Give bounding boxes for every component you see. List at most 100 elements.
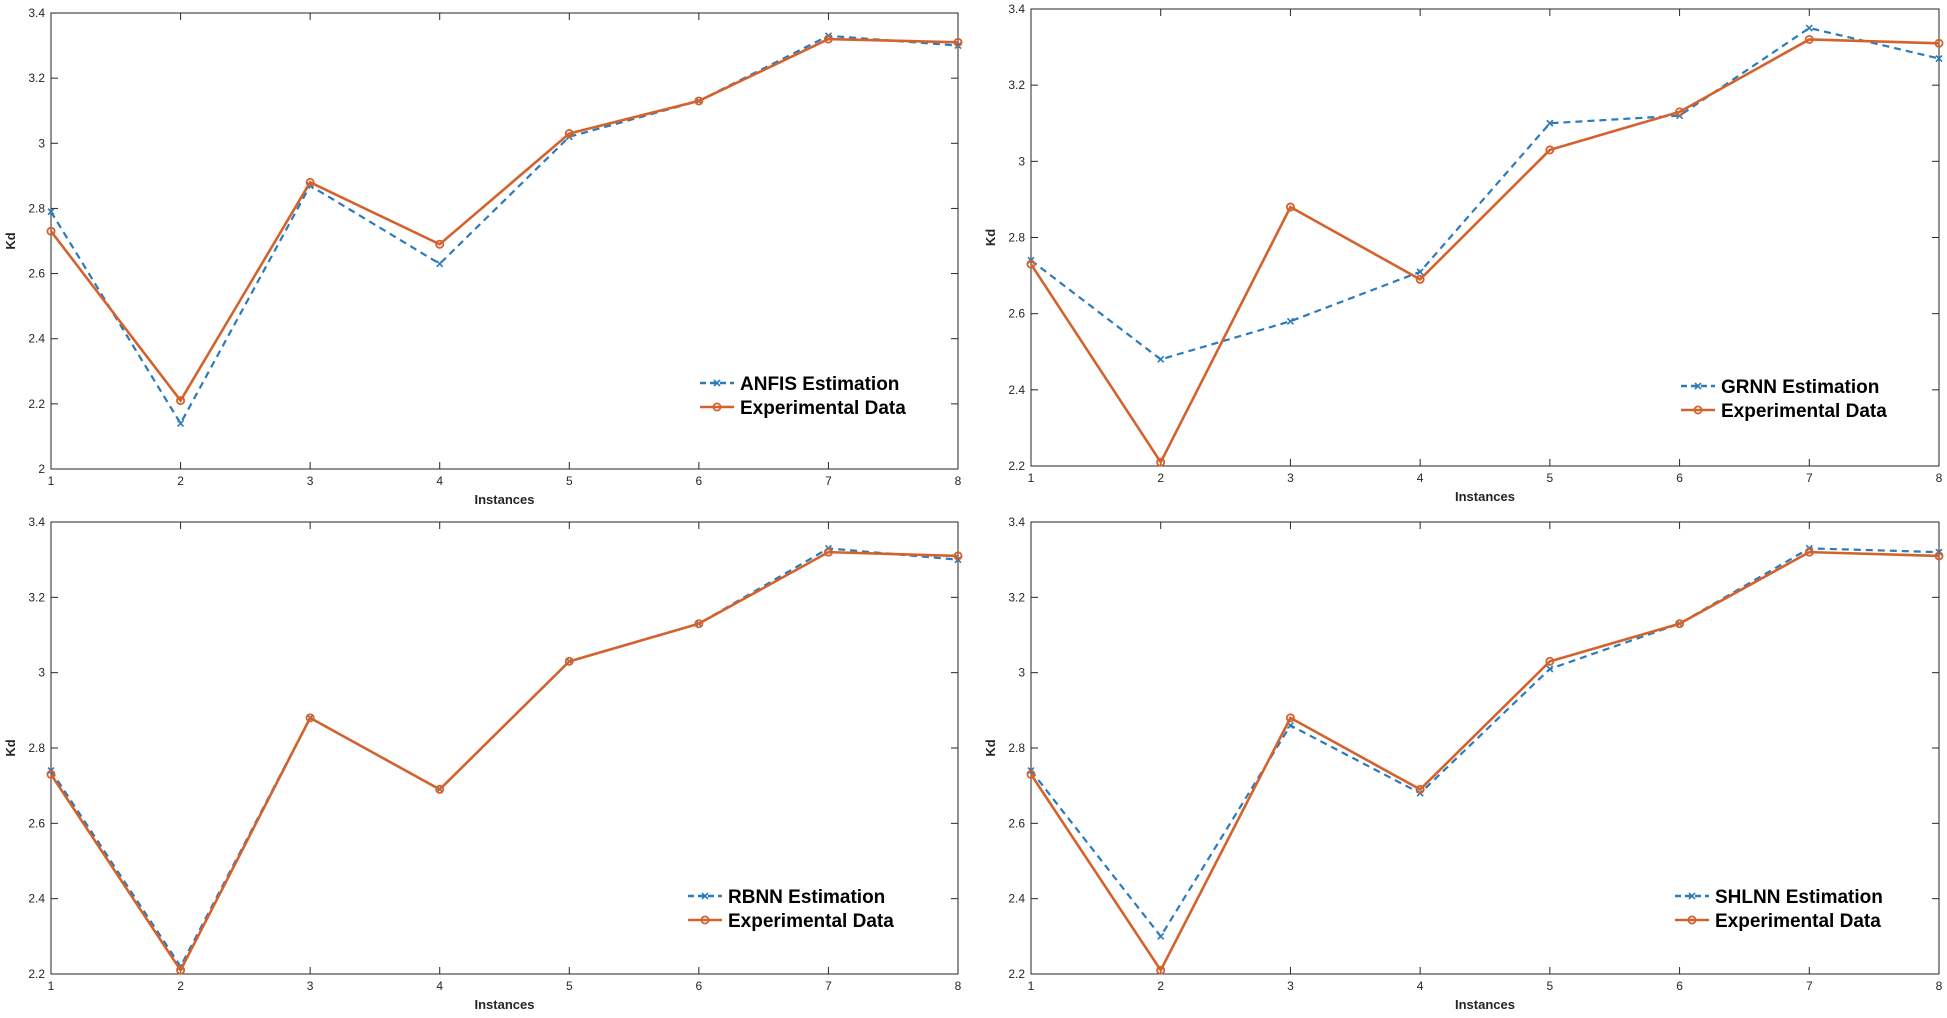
legend-marker	[713, 379, 721, 387]
series-line-1	[50, 34, 959, 426]
x-tick-label: 7	[825, 979, 832, 993]
data-point-experimental	[694, 96, 704, 106]
x-tick-label: 7	[1806, 471, 1813, 485]
data-point-experimental	[564, 129, 574, 139]
data-point-estimation	[47, 208, 55, 216]
y-axis-title: Kd	[983, 739, 998, 756]
data-point-experimental	[1156, 965, 1166, 975]
x-tick-label: 2	[1157, 979, 1164, 993]
x-tick-label: 1	[48, 979, 55, 993]
y-tick-label: 3.4	[1008, 515, 1025, 529]
data-point-experimental	[564, 656, 574, 666]
series-line-1	[1030, 547, 1940, 939]
data-point-experimental	[1285, 713, 1295, 723]
plot-frame	[50, 521, 959, 975]
y-axis-title: Kd	[983, 229, 998, 246]
x-tick-label: 4	[1417, 979, 1424, 993]
y-tick-label: 2.8	[1008, 741, 1025, 755]
y-tick-label: 3.4	[28, 515, 45, 529]
data-point-estimation	[1416, 268, 1424, 276]
x-tick-label: 3	[307, 979, 314, 993]
y-tick-label: 2.4	[28, 332, 45, 346]
data-point-experimental	[435, 784, 445, 794]
y-tick-label: 2.4	[28, 892, 45, 906]
marker-stroke	[1157, 355, 1165, 363]
marker-stroke	[1286, 721, 1294, 729]
y-tick-label: 2.4	[1008, 383, 1025, 397]
x-tick-label: 7	[1806, 979, 1813, 993]
y-tick-label: 2.8	[28, 741, 45, 755]
chart-panel-1: 1 2 3 4 5 6 7 822.22.42.62.833.23.4InstancesKdA…	[3, 6, 963, 507]
y-tick-label: 3.4	[28, 6, 45, 20]
legend: SHLNN Estimation Experimental Data	[1675, 887, 1883, 932]
data-point-estimation	[1157, 355, 1165, 363]
series-line-2	[49, 550, 959, 973]
data-point-experimental	[1026, 769, 1036, 779]
data-point-experimental	[694, 619, 704, 629]
x-tick-label: 2	[177, 979, 184, 993]
data-point-experimental	[176, 396, 186, 406]
data-point-experimental	[1675, 619, 1685, 629]
legend-label-2: Experimental Data	[728, 911, 894, 932]
data-point-experimental	[1545, 656, 1555, 666]
data-point-experimental	[46, 769, 56, 779]
legend-marker	[1694, 382, 1702, 390]
legend-label-2: Experimental Data	[740, 398, 906, 419]
chart-panel-4: 1 2 3 4 5 6 7 8 2.2 2.4 2.6 2.8 3 3.2 3.4 Instances Kd SH…	[983, 515, 1944, 1012]
legend-label-1: SHLNN Estimation	[1715, 887, 1883, 908]
y-axis-title: Kd	[3, 739, 18, 756]
data-point-experimental	[305, 713, 315, 723]
y-tick-label: 3	[1018, 666, 1025, 680]
data-point-experimental	[823, 547, 833, 557]
y-tick-label: 3	[1018, 154, 1025, 168]
y-tick-label: 3.2	[1008, 590, 1025, 604]
x-tick-label: 8	[955, 474, 962, 488]
data-point-experimental	[953, 551, 963, 561]
series-line-2	[49, 37, 959, 403]
x-axis-title: Instances	[475, 997, 535, 1012]
y-tick-label: 2.2	[28, 397, 45, 411]
data-point-experimental	[1026, 259, 1036, 269]
data-point-estimation	[1805, 24, 1813, 32]
data-point-experimental	[1804, 34, 1814, 44]
y-tick-label: 2.8	[28, 201, 45, 215]
data-point-experimental	[1285, 202, 1295, 212]
chart-panel-3: 1 2 3 4 5 6 7 8 2.2 2.4 2.6 2.8 3 3.2 3.4 Instances Kd RB…	[3, 515, 963, 1012]
data-point-estimation	[1546, 119, 1554, 127]
x-tick-label: 6	[696, 474, 703, 488]
x-tick-label: 8	[1936, 979, 1943, 993]
series-line-1	[1030, 26, 1940, 361]
y-axis-title: Kd	[3, 232, 18, 249]
marker-stroke	[1546, 665, 1554, 673]
x-tick-label: 8	[1936, 471, 1943, 485]
legend-marker	[1687, 915, 1697, 925]
x-tick-label: 5	[566, 474, 573, 488]
data-point-experimental	[1415, 784, 1425, 794]
marker-stroke	[436, 260, 444, 268]
series-line-2	[1029, 38, 1940, 465]
x-tick-label: 4	[436, 474, 443, 488]
series-line-2	[1029, 550, 1940, 973]
y-tick-label: 2.2	[1008, 967, 1025, 981]
data-point-experimental	[953, 37, 963, 47]
marker-stroke	[1935, 54, 1943, 63]
plot-frame	[50, 12, 959, 470]
y-tick-label: 2.6	[28, 267, 45, 281]
data-point-experimental	[1675, 107, 1685, 117]
x-tick-label: 4	[436, 979, 443, 993]
y-tick-label: 3.2	[28, 590, 45, 604]
x-tick-label: 6	[1676, 471, 1683, 485]
legend-label-2: Experimental Data	[1721, 401, 1887, 422]
data-point-experimental	[1804, 547, 1814, 557]
y-tick-label: 2.6	[1008, 816, 1025, 830]
y-tick-label: 2.6	[1008, 307, 1025, 321]
data-point-experimental	[1415, 274, 1425, 284]
y-tick-label: 3.4	[1008, 2, 1025, 16]
data-point-estimation	[1935, 54, 1943, 63]
marker-stroke	[1546, 119, 1554, 127]
data-point-estimation	[436, 260, 444, 268]
marker-stroke	[1286, 317, 1294, 325]
x-tick-label: 1	[1028, 471, 1035, 485]
data-point-estimation	[1546, 665, 1554, 673]
